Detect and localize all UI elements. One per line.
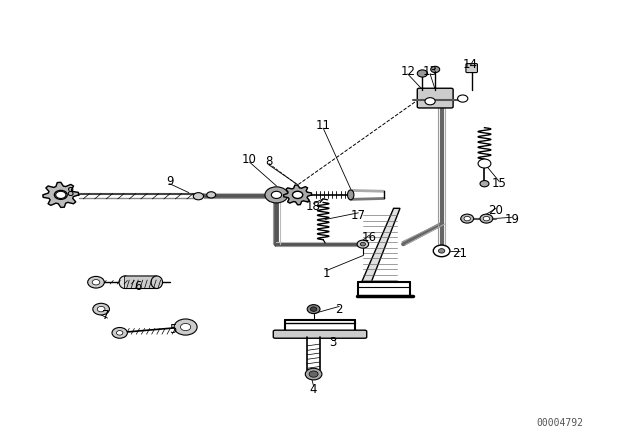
Text: 00004792: 00004792 bbox=[536, 418, 584, 428]
Text: 4: 4 bbox=[310, 383, 317, 396]
Circle shape bbox=[292, 191, 303, 198]
Circle shape bbox=[271, 191, 282, 198]
Text: 12: 12 bbox=[400, 65, 415, 78]
Text: 11: 11 bbox=[316, 119, 331, 132]
Circle shape bbox=[431, 66, 440, 73]
Text: 16: 16 bbox=[362, 231, 377, 244]
Circle shape bbox=[92, 280, 100, 285]
Circle shape bbox=[478, 159, 491, 168]
Text: 1: 1 bbox=[323, 267, 330, 280]
Circle shape bbox=[54, 190, 67, 199]
Circle shape bbox=[458, 95, 468, 102]
Polygon shape bbox=[43, 182, 79, 207]
Text: 18: 18 bbox=[306, 199, 321, 213]
Circle shape bbox=[464, 216, 470, 221]
Text: 8: 8 bbox=[67, 186, 74, 199]
Circle shape bbox=[357, 240, 369, 248]
Text: 20: 20 bbox=[488, 204, 504, 217]
Circle shape bbox=[433, 245, 450, 257]
Ellipse shape bbox=[151, 276, 163, 289]
Text: 2: 2 bbox=[335, 302, 343, 316]
Text: 10: 10 bbox=[242, 152, 257, 166]
Text: 9: 9 bbox=[166, 175, 173, 188]
Text: 14: 14 bbox=[463, 58, 478, 72]
Text: 6: 6 bbox=[134, 280, 141, 293]
Circle shape bbox=[193, 193, 204, 200]
Circle shape bbox=[480, 214, 493, 223]
Text: 21: 21 bbox=[452, 246, 467, 260]
Ellipse shape bbox=[348, 190, 354, 200]
Circle shape bbox=[310, 307, 317, 311]
Circle shape bbox=[461, 214, 474, 223]
Bar bbox=[125, 277, 157, 288]
Ellipse shape bbox=[119, 276, 131, 289]
Text: 3: 3 bbox=[329, 336, 337, 349]
Text: 17: 17 bbox=[351, 208, 366, 222]
Circle shape bbox=[425, 98, 435, 105]
Circle shape bbox=[180, 323, 191, 331]
Polygon shape bbox=[362, 208, 400, 282]
Circle shape bbox=[112, 327, 127, 338]
FancyBboxPatch shape bbox=[125, 276, 157, 289]
Text: 7: 7 bbox=[102, 309, 109, 323]
Circle shape bbox=[207, 192, 216, 198]
Circle shape bbox=[56, 191, 66, 198]
FancyBboxPatch shape bbox=[466, 64, 477, 73]
Text: 13: 13 bbox=[422, 65, 438, 78]
Text: 19: 19 bbox=[504, 213, 520, 226]
FancyBboxPatch shape bbox=[273, 330, 367, 338]
Circle shape bbox=[307, 305, 320, 314]
Polygon shape bbox=[284, 185, 312, 205]
Text: 8: 8 bbox=[265, 155, 273, 168]
Circle shape bbox=[88, 276, 104, 288]
Circle shape bbox=[97, 306, 105, 312]
Circle shape bbox=[438, 249, 445, 253]
Circle shape bbox=[417, 70, 428, 77]
Circle shape bbox=[93, 303, 109, 315]
Circle shape bbox=[309, 371, 318, 377]
Text: 15: 15 bbox=[492, 177, 507, 190]
Circle shape bbox=[480, 181, 489, 187]
Circle shape bbox=[174, 319, 197, 335]
FancyBboxPatch shape bbox=[417, 88, 453, 108]
Circle shape bbox=[360, 242, 365, 246]
Circle shape bbox=[265, 187, 288, 203]
Circle shape bbox=[116, 331, 123, 335]
Circle shape bbox=[305, 368, 322, 380]
Circle shape bbox=[483, 216, 490, 221]
Text: 5: 5 bbox=[169, 323, 177, 336]
